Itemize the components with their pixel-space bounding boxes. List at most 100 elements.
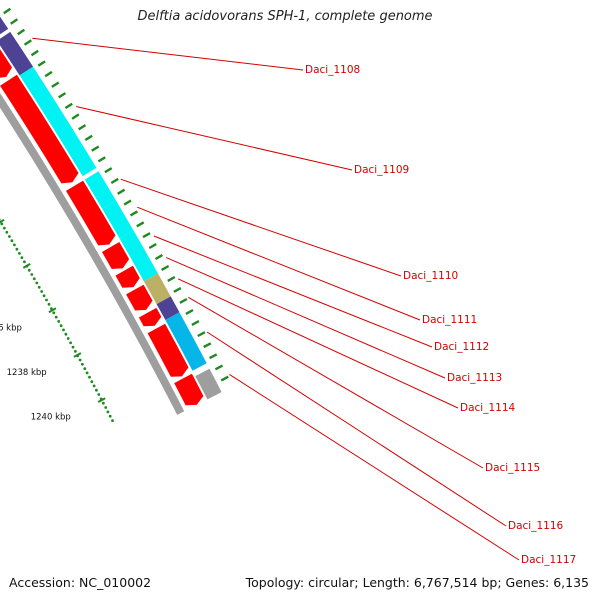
- gene-label[interactable]: Daci_1108: [305, 64, 360, 76]
- gene-label[interactable]: Daci_1113: [447, 372, 502, 384]
- feature-tick: [185, 308, 194, 315]
- feature-tick: [117, 188, 126, 195]
- feature-tick: [84, 134, 93, 142]
- scale-tick-mark: [22, 263, 31, 269]
- feature-tick: [167, 275, 176, 282]
- scale-dot: [71, 345, 75, 349]
- feature-block: [19, 66, 97, 177]
- gene-labels: Daci_1108 Daci_1109 Daci_1110 Daci_1111 Daci…: [32, 37, 576, 566]
- gene-label[interactable]: Daci_1114: [460, 402, 516, 414]
- gene-leader-line: [188, 296, 484, 469]
- gene-leader-line: [137, 206, 421, 321]
- cds-arrow: [126, 284, 153, 311]
- cds-arrow: [147, 323, 189, 377]
- scale-tick-label: 1236 kbp: [0, 324, 22, 334]
- scale-dot: [13, 243, 16, 247]
- map-title: Delftia acidovorans SPH-1, complete geno…: [137, 9, 433, 24]
- genome-backbone: [0, 87, 187, 415]
- scale-dot: [47, 302, 51, 306]
- scale-dot: [5, 230, 9, 234]
- scale-dot: [2, 226, 6, 230]
- feature-tick: [154, 253, 164, 261]
- feature-tick: [10, 18, 19, 25]
- scale-dot: [20, 256, 24, 259]
- gene-label[interactable]: Daci_1109: [354, 164, 409, 176]
- feature-tick: [58, 92, 67, 99]
- feature-block: [102, 200, 134, 239]
- accession-text: Accession: NC_010002: [9, 575, 152, 590]
- feature-tick: [173, 286, 182, 293]
- feature-block: [165, 312, 207, 371]
- feature-tick: [142, 232, 151, 239]
- backbone-band: [0, 93, 185, 415]
- feature-block: [156, 296, 180, 320]
- feature-block: [195, 368, 222, 400]
- feature-tick-track: [3, 7, 229, 382]
- feature-tick: [64, 102, 73, 110]
- scale-tick-mark: [0, 218, 5, 224]
- backbone-gap: [0, 87, 187, 412]
- feature-tick: [209, 353, 218, 360]
- scale-dot: [95, 388, 98, 392]
- scale-dot: [23, 260, 26, 264]
- gene-leader-line: [153, 235, 433, 348]
- scale-tick-label: 1240 kbp: [31, 413, 71, 423]
- scale-dot: [27, 268, 31, 272]
- feature-block: [119, 230, 158, 282]
- feature-tick: [3, 7, 12, 15]
- scale-dot: [57, 320, 61, 323]
- feature-tick: [44, 70, 53, 78]
- feature-tick: [197, 331, 206, 338]
- cds-arrow: [66, 180, 116, 246]
- feature-tick: [30, 49, 39, 57]
- feature-tick: [97, 156, 106, 163]
- cds-arrow: [174, 373, 204, 406]
- scale-dot: [42, 294, 46, 298]
- scale-dot: [54, 315, 58, 319]
- cds-arrow: [0, 74, 79, 184]
- feature-block: [0, 16, 9, 35]
- scale-dot: [106, 410, 110, 414]
- gene-leader-line: [120, 178, 402, 277]
- scale-dot: [7, 235, 11, 238]
- topology-summary: Topology: circular; Length: 6,767,514 bp…: [245, 575, 589, 590]
- gene-leader-line: [229, 373, 520, 561]
- scale-dot: [30, 273, 34, 276]
- gene-label[interactable]: Daci_1111: [422, 314, 477, 326]
- feature-tick: [17, 28, 26, 36]
- scale-dot: [10, 239, 14, 243]
- scale-dot: [102, 401, 105, 405]
- scale-dot: [59, 324, 63, 328]
- scale-dot: [104, 406, 108, 409]
- scale-ticks: 1226 kbp1228 kbp1230 kbp1232 kbp1234 kbp…: [0, 218, 106, 423]
- feature-block: [143, 273, 171, 305]
- gene-label[interactable]: Daci_1112: [434, 341, 489, 353]
- gene-leader-line: [177, 278, 459, 409]
- feature-tick: [191, 320, 200, 326]
- scale-dot: [88, 375, 91, 379]
- scale-dot: [111, 419, 114, 422]
- feature-block: [0, 31, 34, 76]
- gene-label[interactable]: Daci_1110: [403, 270, 458, 282]
- scale-dot: [45, 298, 48, 302]
- feature-track: [0, 16, 222, 400]
- gene-label[interactable]: Daci_1115: [485, 462, 540, 474]
- scale-dot: [15, 247, 19, 251]
- scale-dot: [85, 371, 89, 375]
- scale-dot: [97, 393, 101, 396]
- feature-tick: [214, 364, 224, 371]
- gene-label[interactable]: Daci_1116: [508, 520, 564, 532]
- feature-tick: [110, 177, 119, 185]
- cds-track: [0, 49, 204, 406]
- scale-tick-mark: [97, 397, 106, 403]
- scale-tick-mark: [73, 352, 82, 358]
- feature-tick: [203, 342, 212, 349]
- scale-dot: [37, 285, 41, 289]
- scale-dot: [108, 414, 112, 418]
- feature-tick: [104, 167, 113, 174]
- gene-label[interactable]: Daci_1117: [521, 554, 576, 566]
- scale-dot-track: [0, 218, 114, 422]
- scale-tick-label: 1238 kbp: [7, 368, 47, 378]
